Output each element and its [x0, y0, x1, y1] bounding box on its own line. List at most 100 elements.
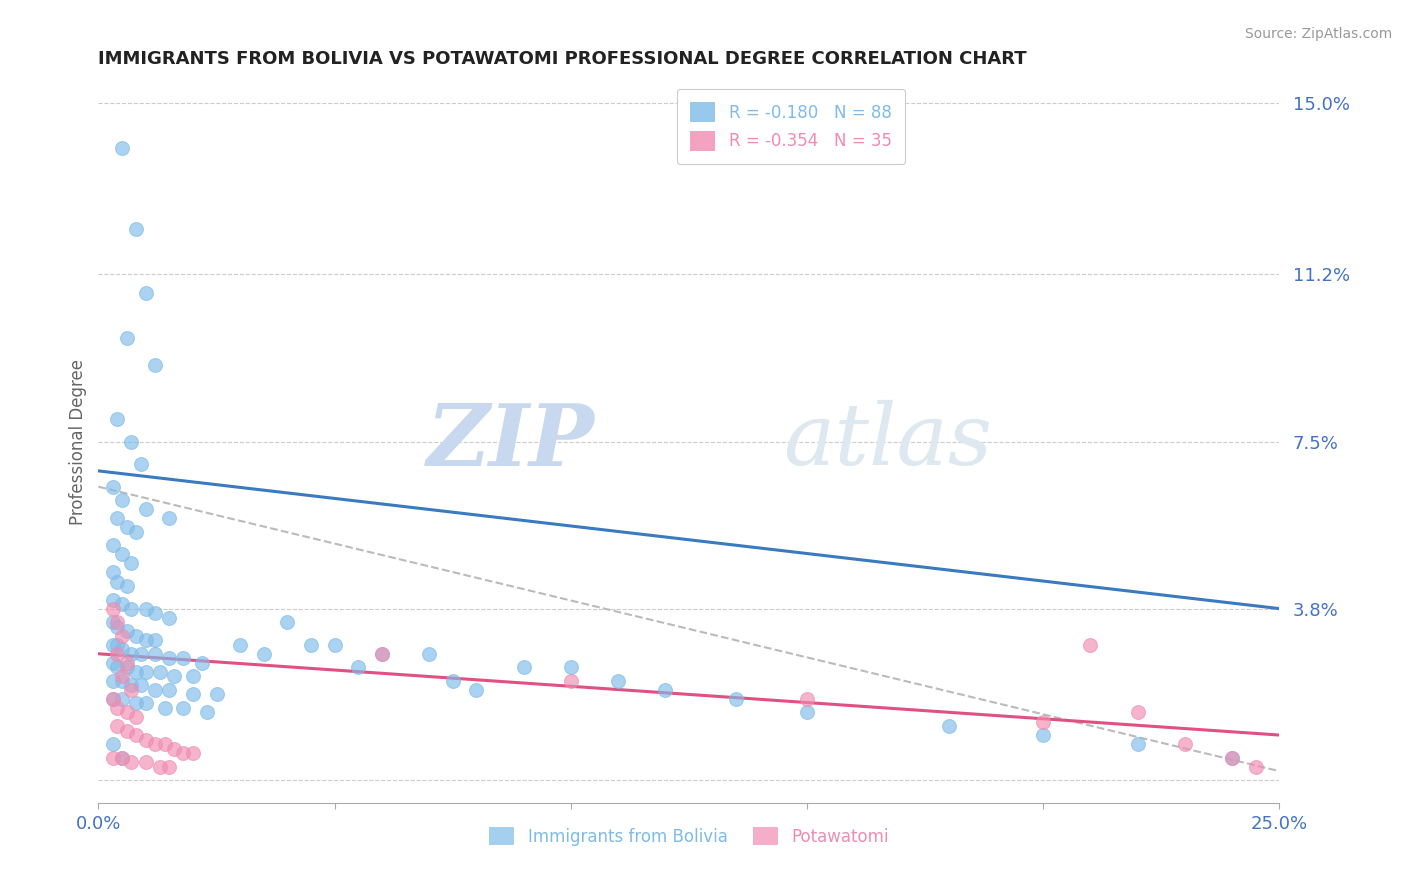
Point [654, 682, 676, 697]
Point [101, 601, 124, 615]
Point [121, 434, 143, 449]
Point [115, 656, 138, 670]
Point [111, 493, 134, 508]
Point [101, 692, 124, 706]
Point [1126, 706, 1149, 720]
Point [111, 750, 134, 764]
Point [163, 669, 186, 683]
Point [172, 651, 194, 665]
Point [115, 660, 138, 674]
Point [101, 615, 124, 630]
Text: atlas: atlas [783, 401, 993, 483]
Point [181, 669, 204, 683]
Point [115, 706, 138, 720]
Point [347, 660, 370, 674]
Point [135, 633, 157, 648]
Point [101, 480, 124, 494]
Point [105, 660, 128, 674]
Point [101, 737, 124, 751]
Point [111, 669, 134, 683]
Point [101, 592, 124, 607]
Point [101, 750, 124, 764]
Point [105, 615, 128, 630]
Point [560, 660, 582, 674]
Point [121, 682, 143, 697]
Point [163, 741, 186, 756]
Point [371, 647, 394, 661]
Point [181, 687, 204, 701]
Point [418, 647, 440, 661]
Point [129, 678, 152, 692]
Point [725, 692, 748, 706]
Point [129, 457, 152, 471]
Point [125, 728, 148, 742]
Point [111, 673, 134, 688]
Point [111, 629, 134, 643]
Point [101, 538, 124, 552]
Point [115, 723, 138, 738]
Point [135, 697, 157, 711]
Point [143, 682, 166, 697]
Point [441, 673, 464, 688]
Point [105, 638, 128, 652]
Point [143, 358, 166, 372]
Point [125, 697, 148, 711]
Point [157, 610, 180, 624]
Point [299, 638, 322, 652]
Point [111, 548, 134, 562]
Point [143, 633, 166, 648]
Point [121, 601, 143, 615]
Point [121, 647, 143, 661]
Point [121, 557, 143, 571]
Point [135, 285, 157, 300]
Point [1220, 750, 1243, 764]
Point [1244, 760, 1267, 774]
Point [153, 701, 176, 715]
Point [1220, 750, 1243, 764]
Point [172, 746, 194, 760]
Point [105, 719, 128, 733]
Point [157, 511, 180, 525]
Point [157, 682, 180, 697]
Point [121, 678, 143, 692]
Point [101, 673, 124, 688]
Point [111, 750, 134, 764]
Text: ZIP: ZIP [426, 400, 595, 483]
Point [125, 222, 148, 236]
Point [105, 701, 128, 715]
Point [111, 141, 134, 155]
Text: IMMIGRANTS FROM BOLIVIA VS POTAWATOMI PROFESSIONAL DEGREE CORRELATION CHART: IMMIGRANTS FROM BOLIVIA VS POTAWATOMI PR… [98, 50, 1026, 68]
Point [135, 601, 157, 615]
Point [607, 673, 630, 688]
Point [276, 615, 298, 630]
Legend: Immigrants from Bolivia, Potawatomi: Immigrants from Bolivia, Potawatomi [482, 821, 896, 852]
Point [796, 706, 818, 720]
Point [1032, 714, 1054, 729]
Point [115, 579, 138, 593]
Point [101, 566, 124, 580]
Point [101, 692, 124, 706]
Point [195, 706, 218, 720]
Point [135, 755, 157, 769]
Point [796, 692, 818, 706]
Text: Source: ZipAtlas.com: Source: ZipAtlas.com [1244, 27, 1392, 41]
Point [181, 746, 204, 760]
Point [560, 673, 582, 688]
Point [115, 520, 138, 534]
Point [172, 701, 194, 715]
Point [125, 665, 148, 679]
Point [143, 737, 166, 751]
Point [105, 511, 128, 525]
Point [135, 502, 157, 516]
Point [121, 755, 143, 769]
Point [229, 638, 252, 652]
Point [101, 638, 124, 652]
Point [129, 647, 152, 661]
Point [323, 638, 346, 652]
Point [149, 665, 172, 679]
Point [105, 574, 128, 589]
Point [205, 687, 228, 701]
Point [465, 682, 488, 697]
Point [143, 606, 166, 620]
Point [105, 620, 128, 634]
